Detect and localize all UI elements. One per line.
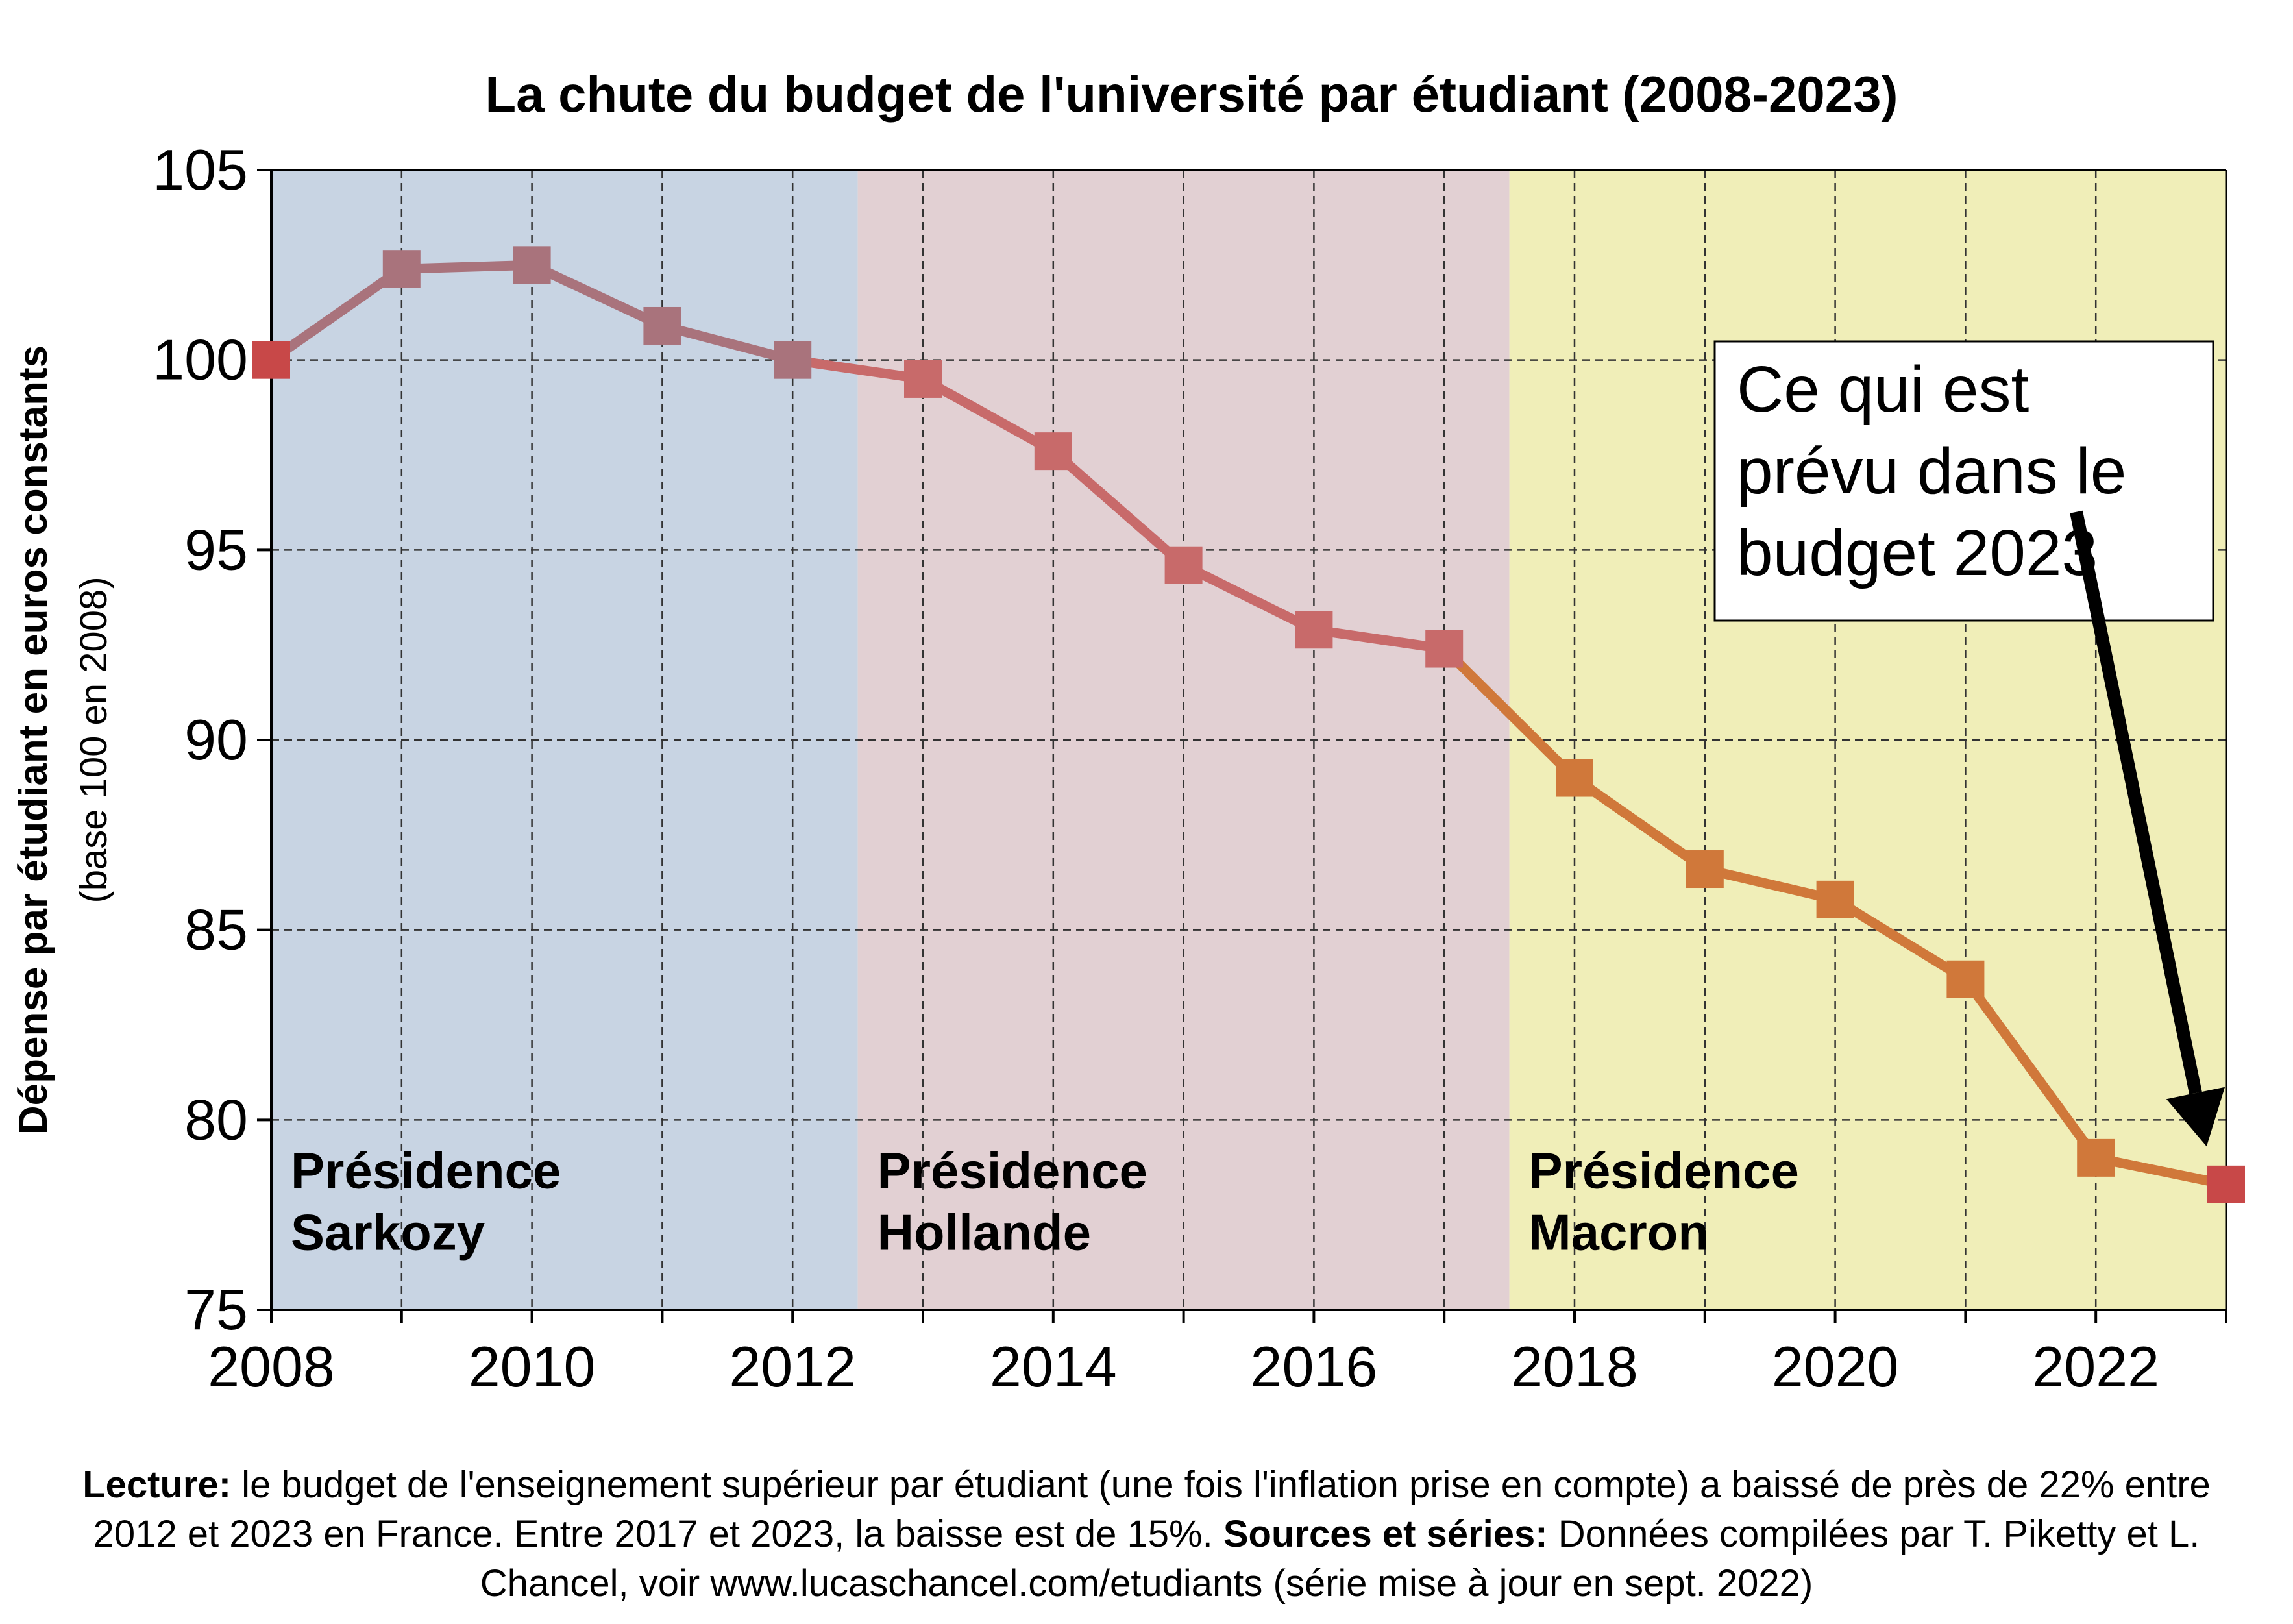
- period-label-line1: Présidence: [1529, 1142, 1799, 1200]
- y-tick-label: 85: [184, 898, 248, 962]
- x-tick-label: 2008: [208, 1335, 335, 1399]
- annotation-text: budget 2023: [1737, 517, 2098, 589]
- annotation-arrow-shaft: [2070, 510, 2202, 1095]
- annotation-arrow-head: [2166, 1087, 2226, 1147]
- series-segment: [1048, 446, 1189, 571]
- series-segment: [657, 321, 798, 365]
- y-tick-label: 100: [153, 328, 248, 392]
- series-segment: [918, 374, 1059, 456]
- annotation: Ce qui est prévu dans le budget 2023: [1713, 340, 2226, 1147]
- series-markers: [252, 246, 2245, 1203]
- period-label-line2: Sarkozy: [291, 1204, 485, 1261]
- x-tick-label: 2018: [1511, 1335, 1638, 1399]
- period-label-line2: Hollande: [877, 1204, 1091, 1261]
- series-segment: [2091, 1153, 2231, 1190]
- x-tick-label: 2014: [990, 1335, 1117, 1399]
- period-label-line1: Présidence: [291, 1142, 561, 1200]
- caption-lecture-label: Lecture:: [82, 1464, 232, 1506]
- data-point: [382, 250, 421, 288]
- data-point: [643, 306, 681, 345]
- x-tick-label: 2010: [469, 1335, 596, 1399]
- caption: Lecture: le budget de l'enseignement sup…: [52, 1460, 2241, 1608]
- data-point: [513, 246, 551, 284]
- annotation-box: [1713, 340, 2214, 622]
- axes: 75 80 85 90 95 100 105 2008 2010 2012 2014 2016 2018…: [153, 138, 2227, 1399]
- x-tick-label: 2020: [1772, 1335, 1899, 1399]
- y-axis-label: Dépense par étudiant en euros constants: [11, 345, 56, 1135]
- data-point: [1816, 880, 1854, 918]
- period-label-line2: Macron: [1529, 1204, 1709, 1261]
- series-line: [266, 260, 2231, 1190]
- x-tick-label: 2012: [729, 1335, 856, 1399]
- data-point: [1686, 850, 1724, 889]
- data-point: [1425, 630, 1464, 668]
- series-segment: [1439, 644, 1580, 783]
- caption-sources-text: Données compilées par T. Piketty et L. C…: [480, 1513, 2200, 1605]
- series-segment: [1308, 624, 1449, 654]
- data-point: [1164, 546, 1203, 584]
- x-tick-label: 2016: [1251, 1335, 1378, 1399]
- series-segment: [1830, 894, 1970, 985]
- data-point: [1034, 432, 1072, 471]
- series-segment: [1179, 560, 1319, 635]
- data-point: [1946, 960, 1985, 998]
- data-point: [1556, 759, 1593, 797]
- x-tick-label: 2022: [2032, 1335, 2159, 1399]
- series-segment: [527, 260, 667, 331]
- y-axis-sublabel: (base 100 en 2008): [73, 576, 115, 903]
- y-tick-label: 80: [184, 1087, 248, 1151]
- annotation-text: Ce qui est: [1737, 353, 2029, 426]
- y-tick-label: 90: [184, 707, 248, 772]
- annotation-text: prévu dans le: [1737, 435, 2126, 508]
- data-point: [252, 341, 290, 379]
- series-segment: [787, 355, 928, 384]
- y-tick-label: 105: [153, 138, 248, 202]
- y-axis-title: Dépense par étudiant en euros constants …: [11, 345, 115, 1135]
- data-point: [774, 341, 812, 379]
- caption-lecture-text: le budget de l'enseignement supérieur pa…: [93, 1464, 2211, 1555]
- chart-title: La chute du budget de l'université par é…: [485, 66, 1898, 123]
- period-labels: PrésidenceSarkozyPrésidenceHollandePrési…: [291, 1142, 1799, 1261]
- data-point: [2077, 1138, 2115, 1177]
- data-point: [1295, 611, 1333, 649]
- y-tick-label: 95: [184, 517, 248, 582]
- series-segment: [1700, 864, 1841, 905]
- series-segment: [397, 260, 537, 274]
- caption-sources-label: Sources et séries:: [1223, 1513, 1548, 1555]
- data-point: [2207, 1165, 2245, 1203]
- series-segment: [266, 264, 407, 365]
- period-label-line1: Présidence: [877, 1142, 1147, 1200]
- series-segment: [1569, 773, 1710, 874]
- y-tick-label: 75: [184, 1277, 248, 1342]
- series-segment: [1960, 974, 2101, 1163]
- data-point: [904, 360, 942, 398]
